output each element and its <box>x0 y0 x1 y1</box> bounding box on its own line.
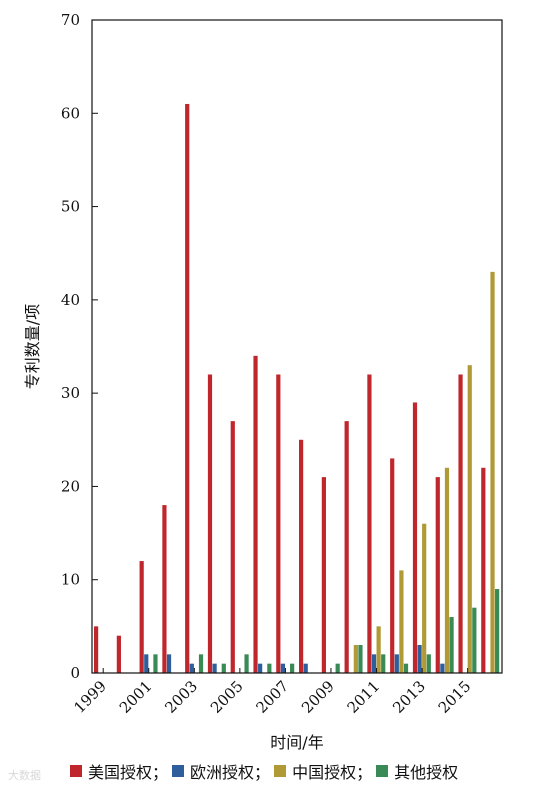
legend-swatch-eu <box>172 765 185 777</box>
bar <box>166 654 172 673</box>
bar <box>481 467 486 673</box>
plot-frame <box>91 19 503 674</box>
bar <box>244 654 249 673</box>
x-tick-label: 2003 <box>161 677 201 717</box>
bar <box>198 654 204 673</box>
bar <box>144 654 149 673</box>
x-tick-label: 2013 <box>389 677 429 717</box>
bar <box>358 645 363 673</box>
legend: 美国授权 ； 欧洲授权 ； 中国授权 ； 其他授权 <box>70 759 458 783</box>
y-tick-label: 50 <box>61 198 80 216</box>
bar <box>403 663 409 673</box>
bar <box>162 505 167 673</box>
y-tick-label: 70 <box>61 11 80 29</box>
bar <box>276 374 281 673</box>
bar <box>490 271 495 673</box>
bar <box>444 467 450 673</box>
bar <box>495 589 500 673</box>
bar <box>394 654 399 673</box>
legend-swatch-other <box>376 765 389 777</box>
bar <box>344 421 349 673</box>
legend-label-other: 其他授权 <box>394 763 459 782</box>
bar <box>376 626 381 673</box>
bar <box>440 663 445 673</box>
bar <box>185 103 190 673</box>
bar <box>116 635 121 673</box>
x-tick-label: 2011 <box>344 677 384 717</box>
legend-swatch-us <box>70 765 82 777</box>
y-tick-label: 40 <box>61 291 80 309</box>
bar <box>422 523 427 673</box>
bar <box>153 654 158 673</box>
bar <box>303 663 308 673</box>
x-tick-label: 1999 <box>70 677 110 717</box>
x-tick-label: 2009 <box>298 677 338 717</box>
legend-label-us: 美国授权 <box>88 763 153 782</box>
bar <box>290 663 295 673</box>
bar <box>189 663 194 673</box>
x-tick-label: 2005 <box>207 677 247 717</box>
legend-label-cn: 中国授权 <box>292 763 357 782</box>
bar <box>449 617 454 673</box>
bar <box>230 421 235 673</box>
bar <box>335 663 340 673</box>
y-tick-label: 60 <box>61 104 80 122</box>
bar <box>207 374 213 673</box>
y-axis-title: 专利数量/项 <box>23 304 42 389</box>
legend-separator: ； <box>254 763 271 782</box>
bar <box>267 663 272 673</box>
bar <box>353 645 358 673</box>
legend-item-eu: 欧洲授权 ； <box>172 759 274 783</box>
bar <box>299 439 304 673</box>
bar <box>426 654 431 673</box>
y-tick-label: 30 <box>61 384 80 402</box>
bar <box>258 663 263 673</box>
bar <box>381 654 386 673</box>
x-tick-label: 2007 <box>253 677 293 717</box>
legend-item-us: 美国授权 ； <box>70 759 172 783</box>
bar <box>435 477 440 673</box>
x-tick-label: 2015 <box>435 677 475 717</box>
legend-separator: ； <box>152 763 169 782</box>
bar <box>390 458 395 673</box>
bar <box>412 402 418 673</box>
y-tick-label: 20 <box>61 477 80 495</box>
bar <box>94 626 99 673</box>
x-tick-label: 2001 <box>116 677 156 717</box>
bar <box>417 645 422 673</box>
bar <box>399 570 404 673</box>
bar <box>139 561 144 673</box>
legend-swatch-cn <box>274 765 287 777</box>
bar <box>212 663 217 673</box>
bar <box>367 374 372 673</box>
bar <box>371 654 377 673</box>
legend-item-cn: 中国授权 ； <box>274 759 376 783</box>
bar <box>253 355 258 673</box>
bar <box>221 663 226 673</box>
y-tick-label: 10 <box>61 571 80 589</box>
y-tick-label: 0 <box>70 664 80 682</box>
legend-separator: ； <box>356 763 373 782</box>
legend-item-other: 其他授权 <box>376 759 458 783</box>
bar <box>280 663 286 673</box>
bar <box>472 607 477 673</box>
legend-label-eu: 欧洲授权 <box>190 763 255 782</box>
bar <box>458 374 463 673</box>
bar <box>321 477 326 673</box>
bar <box>467 365 472 673</box>
watermark: 大数据 <box>8 769 41 782</box>
x-axis-title: 时间/年 <box>270 733 323 750</box>
